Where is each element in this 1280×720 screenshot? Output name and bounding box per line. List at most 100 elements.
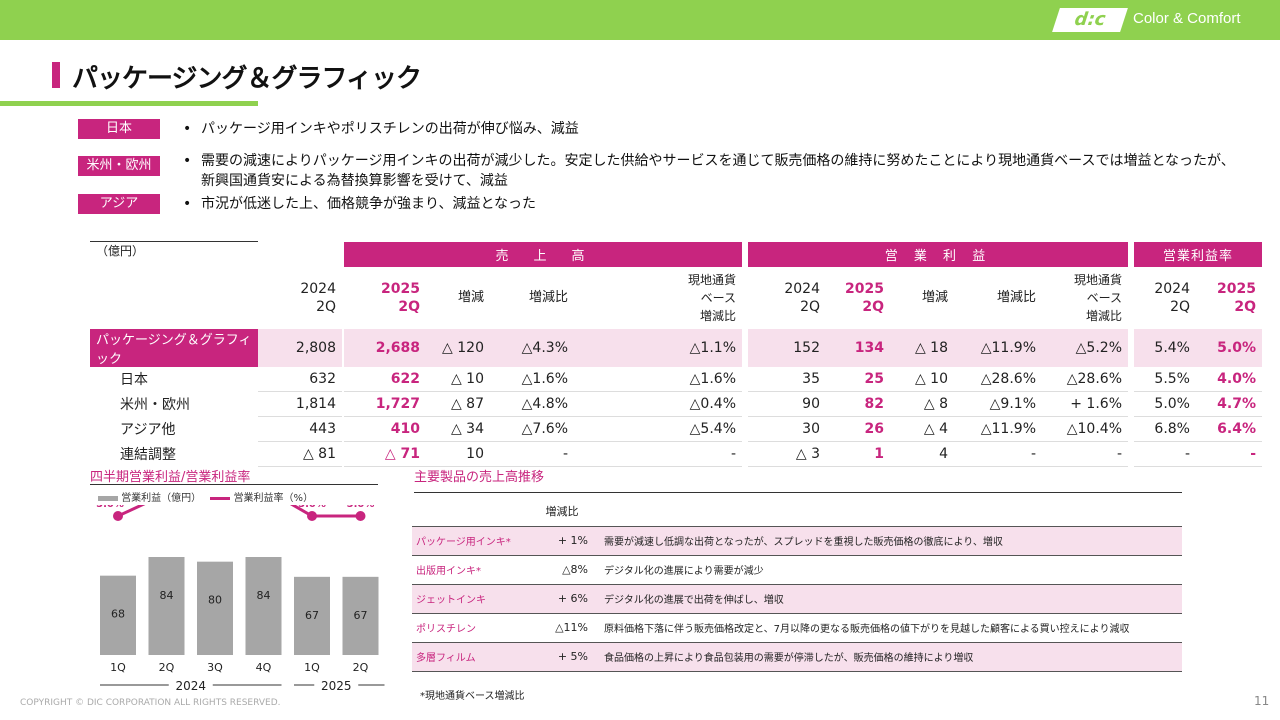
table-group-header: （億円） 売 上 高 営 業 利 益 営業利益率 [90,241,1262,267]
sub-oi-change-rate: 増減比 [996,289,1036,305]
table-cell: 134 [826,328,890,367]
table-cell: 622 [344,366,426,392]
table-cell: △ 34 [426,416,490,442]
table-cell: △1.1% [574,328,742,367]
x-tick-label: 1Q [304,661,320,674]
page-number: 11 [1254,694,1270,708]
product-change: △8% [524,555,600,585]
table-cell: △ 10 [890,366,954,392]
bar [294,576,330,655]
legend-bar-swatch [98,495,118,501]
products-top-rule [414,492,1182,493]
table-cell: 35 [748,366,826,392]
x-tick-label: 3Q [207,661,223,674]
product-name: 多層フィルム [412,642,524,672]
table-cell: △11.9% [954,416,1042,442]
quarterly-chart: 681Q842Q803Q844Q671Q672Q5.0%5.8%5.8%6.0%… [96,505,385,693]
table-cell: △5.2% [1042,328,1128,367]
table-cell: 4.0% [1196,366,1262,392]
product-description: デジタル化の進展で出荷を伸ばし、増収 [600,584,1182,614]
product-row: ジェットインキ + 6% デジタル化の進展で出荷を伸ばし、増収 [412,584,1182,614]
bar [148,557,185,655]
group-op-margin: 営業利益率 [1134,241,1262,267]
sub-local-currency: 現地通貨 ベース 増減比 [687,272,736,323]
table-cell: △ 120 [426,328,490,367]
table-cell: 1,727 [344,391,426,417]
bar [245,557,282,655]
table-cell: △1.6% [574,366,742,392]
chart-title-rule [90,484,378,485]
bar-value-label: 67 [305,609,319,622]
margin-label: 5.0% [347,505,375,510]
table-cell: △4.8% [490,391,574,417]
product-row: 出版用インキ* △8% デジタル化の進展により需要が減少 [412,555,1182,585]
sub-change: 増減 [457,289,484,305]
margin-point [113,511,123,521]
table-cell: 152 [748,328,826,367]
table-row: パッケージング＆グラフィック 2,808 2,688 △ 120 △4.3% △1.1% 1… [90,328,1262,367]
table-cell: - [574,441,742,467]
bar-value-label: 80 [208,594,222,607]
sub-2024-2q: 2024 2Q [300,280,336,315]
table-row: 日本 632 622 △ 10 △1.6% △1.6% 35 25 △ 10 △28.6% △28.… [90,366,1262,392]
margin-point [355,511,366,521]
product-name: ジェットインキ [412,584,524,614]
row-label: アジア他 [120,422,176,438]
page-title: パッケージング＆グラフィック [72,64,422,94]
table-row: アジア他 443 410 △ 34 △7.6% △5.4% 30 26 △ 4 △11.9% △10… [90,416,1262,442]
bar-value-label: 68 [111,608,125,621]
financial-table: （億円） 売 上 高 営 業 利 益 営業利益率 2024 2Q 2025 2Q 増… [90,241,1262,467]
table-cell: △5.4% [574,416,742,442]
table-cell: 5.5% [1134,366,1196,392]
table-cell: △7.6% [490,416,574,442]
year-label: 2025 [321,679,352,693]
product-change: + 6% [524,584,600,614]
bar-value-label: 84 [257,589,271,602]
product-change: △11% [524,613,600,643]
tagline: Color & Comfort [1133,10,1241,27]
table-cell: 26 [826,416,890,442]
sub-change-rate: 増減比 [528,289,568,305]
table-cell: - [1134,441,1196,467]
sub-oi-change: 増減 [921,289,948,305]
table-cell: △ 8 [890,391,954,417]
product-change: + 1% [524,526,600,556]
sub-2025-2q: 2025 2Q [381,280,420,315]
table-cell: 410 [344,416,426,442]
margin-label: 5.0% [96,505,124,510]
product-description: デジタル化の進展により需要が減少 [600,555,1182,585]
table-cell: 1,814 [258,391,342,417]
sub-margin-2024-2q: 2024 2Q [1154,280,1190,315]
sub-oi-2024-2q: 2024 2Q [784,280,820,315]
dic-logo: d:c [1052,8,1128,32]
sub-margin-2025-2q: 2025 2Q [1217,280,1256,315]
table-cell: - [1042,441,1128,467]
row-label: パッケージング＆グラフィック [90,328,258,367]
table-cell: - [1196,441,1262,467]
table-subheader: 2024 2Q 2025 2Q 増減 増減比 現地通貨 ベース 増減比 2024 2Q 2… [90,267,1262,329]
product-description: 需要が減速し低調な出荷となったが、スプレッドを重視した販売価格の徹底により、増収 [600,526,1182,556]
table-cell: 2,808 [258,328,342,367]
table-cell: + 1.6% [1042,391,1128,417]
table-cell: - [490,441,574,467]
chart-title: 四半期営業利益/営業利益率 [90,470,251,485]
table-cell: △ 87 [426,391,490,417]
copyright: COPYRIGHT © DIC CORPORATION ALL RIGHTS R… [20,698,281,708]
table-cell: 25 [826,366,890,392]
table-cell: △ 71 [344,441,426,467]
table-cell: 4.7% [1196,391,1262,417]
product-name: パッケージ用インキ* [412,526,524,556]
product-row: 多層フィルム + 5% 食品価格の上昇により食品包装用の需要が停滞したが、販売価格の… [412,642,1182,672]
table-cell: △ 10 [426,366,490,392]
table-cell: △1.6% [490,366,574,392]
bar-value-label: 67 [354,609,368,622]
table-cell: 30 [748,416,826,442]
year-label: 2024 [175,679,206,693]
table-cell: △9.1% [954,391,1042,417]
table-cell: △0.4% [574,391,742,417]
table-cell: △ 3 [748,441,826,467]
table-cell: 6.4% [1196,416,1262,442]
legend-bar-label: 営業利益（億円） [121,493,202,504]
sub-oi-local-currency: 現地通貨 ベース 増減比 [1073,272,1122,323]
